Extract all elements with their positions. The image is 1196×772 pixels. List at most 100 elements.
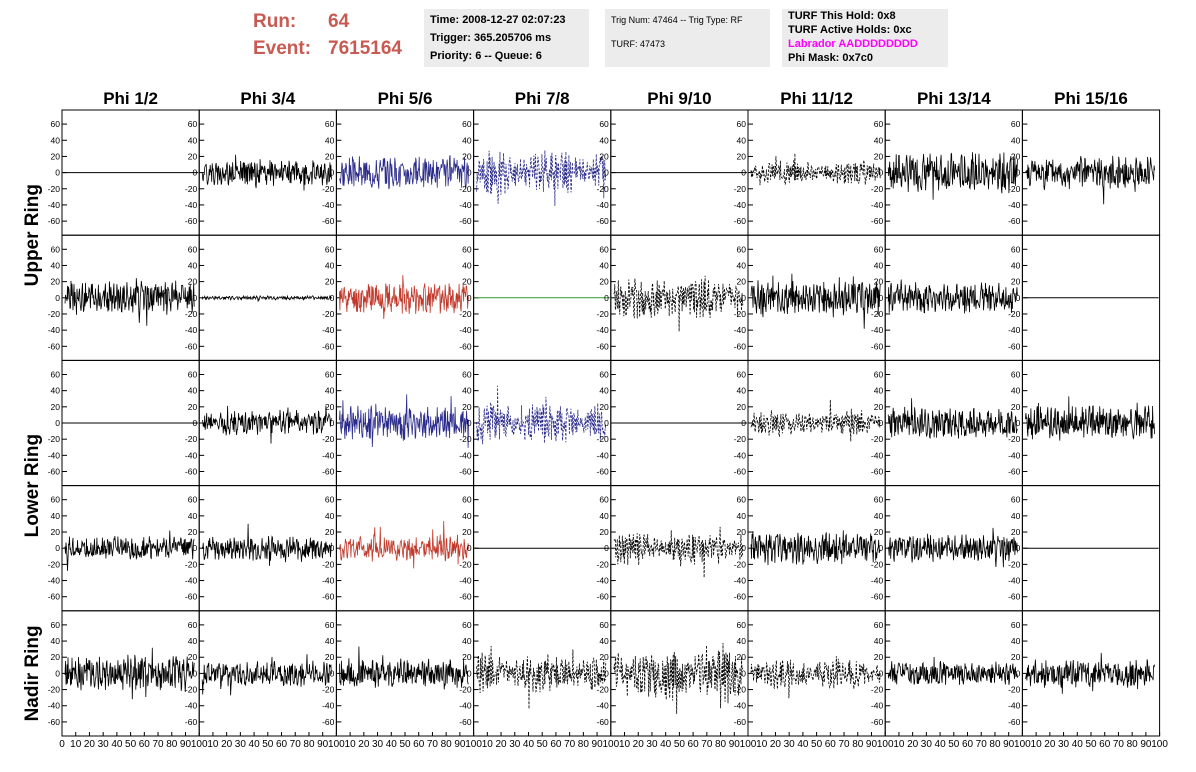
y-tick-label: 0 [55, 293, 60, 303]
x-tick-label: 20 [84, 739, 96, 750]
x-tick-label: 20 [633, 739, 645, 750]
y-tick-label: 0 [604, 293, 609, 303]
y-tick-label: 60 [51, 369, 61, 379]
y-tick-label: -20 [871, 184, 884, 194]
y-tick-label: -20 [185, 559, 198, 569]
waveform-series [201, 405, 332, 444]
x-tick-label: 40 [386, 739, 398, 750]
y-tick-label: -40 [185, 200, 198, 210]
x-tick-label: 10 [1031, 739, 1043, 750]
y-tick-label: 40 [874, 511, 884, 521]
turf-info-box: TURF This Hold: 0x8 TURF Active Holds: 0… [782, 9, 948, 67]
y-tick-label: 60 [874, 620, 884, 630]
y-tick-label: 0 [1016, 168, 1021, 178]
y-tick-label: -40 [459, 576, 472, 586]
y-tick-label: 20 [599, 151, 609, 161]
y-tick-label: -20 [871, 434, 884, 444]
y-tick-label: -20 [459, 184, 472, 194]
y-tick-label: 40 [874, 386, 884, 396]
x-tick-label: 30 [784, 739, 796, 750]
y-tick-label: -20 [1008, 184, 1021, 194]
y-tick-label: 0 [330, 668, 335, 678]
y-tick-label: 60 [325, 495, 335, 505]
y-tick-label: 40 [1011, 636, 1021, 646]
y-tick-label: 40 [599, 135, 609, 145]
x-tick-label: 40 [935, 739, 947, 750]
waveform-series [339, 275, 469, 320]
x-tick-label: 80 [852, 739, 864, 750]
x-tick-label: 90 [1003, 739, 1015, 750]
y-tick-label: -60 [734, 341, 747, 351]
x-tick-label: 90 [454, 739, 466, 750]
y-tick-label: -20 [1008, 559, 1021, 569]
x-tick-label: 20 [221, 739, 233, 750]
y-tick-label: -60 [322, 341, 335, 351]
x-tick-label: 90 [592, 739, 604, 750]
y-tick-label: 60 [51, 119, 61, 129]
x-tick-label: 10 [893, 739, 905, 750]
x-tick-label: 40 [797, 739, 809, 750]
y-tick-label: 60 [188, 369, 198, 379]
y-tick-label: -60 [459, 592, 472, 602]
y-tick-label: -20 [734, 434, 747, 444]
y-tick-label: 20 [874, 151, 884, 161]
y-tick-label: 0 [330, 168, 335, 178]
y-tick-label: 40 [462, 386, 472, 396]
x-tick-label: 40 [111, 739, 123, 750]
y-tick-label: 40 [462, 260, 472, 270]
y-tick-label: -60 [871, 717, 884, 727]
y-tick-label: -60 [459, 216, 472, 226]
x-tick-label: 30 [921, 739, 933, 750]
x-tick-label: 50 [399, 739, 411, 750]
y-tick-label: 60 [1011, 620, 1021, 630]
y-tick-label: 0 [467, 168, 472, 178]
y-tick-label: -40 [1008, 325, 1021, 335]
y-tick-label: -60 [48, 216, 61, 226]
y-tick-label: -40 [48, 200, 61, 210]
x-tick-label: 70 [976, 739, 988, 750]
x-tick-label: 50 [537, 739, 549, 750]
y-tick-label: 0 [192, 293, 197, 303]
y-tick-label: 60 [737, 620, 747, 630]
y-tick-label: -40 [597, 701, 610, 711]
x-tick-label: 60 [825, 739, 837, 750]
column-title: Phi 13/14 [917, 89, 991, 108]
waveform-series [887, 152, 1018, 200]
x-tick-label: 60 [413, 739, 425, 750]
x-tick-label: 10 [345, 739, 357, 750]
priority-text: Priority: 6 -- Queue: 6 [430, 50, 542, 62]
event-label: Event: [253, 38, 312, 59]
y-tick-label: 0 [55, 543, 60, 553]
y-tick-label: -20 [1008, 434, 1021, 444]
x-tick-label: 90 [317, 739, 329, 750]
y-tick-label: 20 [462, 527, 472, 537]
waveform-series [476, 385, 607, 445]
y-tick-label: -40 [48, 450, 61, 460]
turf-num-text: TURF: 47473 [611, 39, 666, 49]
y-tick-label: -40 [459, 701, 472, 711]
y-tick-label: 40 [1011, 511, 1021, 521]
y-tick-label: 0 [330, 293, 335, 303]
y-tick-label: 40 [188, 260, 198, 270]
y-tick-label: 0 [1016, 293, 1021, 303]
y-tick-label: -40 [185, 450, 198, 460]
y-tick-label: 60 [599, 244, 609, 254]
y-tick-label: 20 [874, 402, 884, 412]
waveform-series [887, 527, 1018, 568]
y-tick-label: -40 [734, 325, 747, 335]
y-tick-label: -60 [48, 341, 61, 351]
y-tick-label: -20 [459, 309, 472, 319]
y-tick-label: 60 [874, 244, 884, 254]
y-tick-label: -60 [459, 467, 472, 477]
y-tick-label: -60 [185, 467, 198, 477]
y-tick-label: 0 [604, 668, 609, 678]
y-tick-label: 0 [741, 293, 746, 303]
x-tick-label: 50 [811, 739, 823, 750]
x-tick-label: 80 [1127, 739, 1139, 750]
y-tick-label: -20 [185, 184, 198, 194]
x-tick-label: 50 [262, 739, 274, 750]
x-tick-label: 10 [619, 739, 631, 750]
y-tick-label: -60 [1008, 341, 1021, 351]
y-tick-label: 60 [737, 369, 747, 379]
column-title: Phi 15/16 [1054, 89, 1128, 108]
